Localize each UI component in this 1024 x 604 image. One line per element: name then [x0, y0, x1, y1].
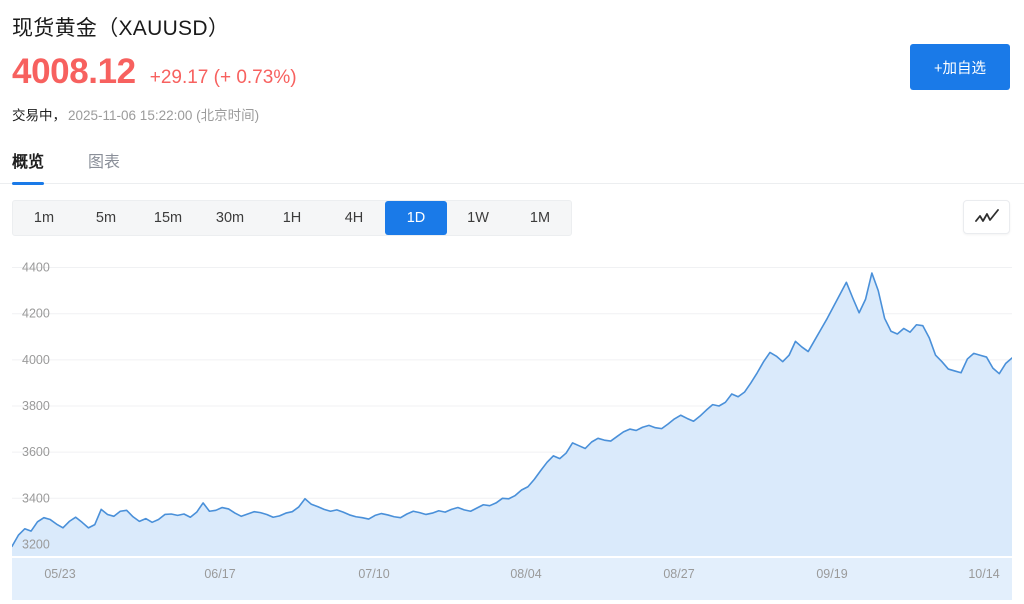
y-axis-tick-label: 3200 — [22, 537, 50, 551]
last-price: 4008.12 — [12, 52, 136, 91]
y-axis-tick-label: 4000 — [22, 353, 50, 367]
timeframe-30m[interactable]: 30m — [215, 210, 245, 226]
tab-bar: 概览 图表 — [0, 148, 1024, 185]
instrument-title: 现货黄金（XAUUSD） — [12, 17, 230, 40]
x-axis-tick-label: 09/19 — [816, 567, 847, 581]
tab-active-underline — [12, 182, 45, 185]
timeframe-1m-month[interactable]: 1M — [529, 210, 551, 226]
add-to-watchlist-button[interactable]: +加自选 — [910, 44, 1010, 90]
timeframe-4h[interactable]: 4H — [344, 210, 364, 226]
x-axis-tick-label: 07/10 — [358, 567, 389, 581]
x-axis-band — [12, 558, 1012, 600]
market-status-row: 交易中， 2025-11-06 15:22:00 (北京时间) — [12, 104, 259, 124]
y-axis-tick-label: 3600 — [22, 445, 50, 459]
y-axis-tick-label: 3400 — [22, 491, 50, 505]
x-axis-tick-label: 05/23 — [44, 567, 75, 581]
timeframe-1d[interactable]: 1D — [385, 201, 447, 235]
tab-overview-label: 概览 — [12, 154, 45, 171]
price-change: +29.17 (+ 0.73%) — [149, 67, 297, 88]
x-axis-tick-label: 06/17 — [204, 567, 235, 581]
timeframe-15m[interactable]: 15m — [153, 210, 183, 226]
timeframe-1m[interactable]: 1m — [33, 210, 55, 226]
y-axis-ticks: 3200 3400 3600 3800 4000 4200 4400 — [22, 261, 50, 552]
market-status-state: 交易中， — [12, 108, 66, 123]
timeframe-5m[interactable]: 5m — [95, 210, 117, 226]
x-axis-tick-label: 10/14 — [968, 567, 999, 581]
price-line — [12, 272, 1012, 548]
price-chart-svg: 3200 3400 3600 3800 4000 4200 4400 05/23 06/17 0… — [12, 261, 1012, 600]
price-chart[interactable]: 3200 3400 3600 3800 4000 4200 4400 05/23 06/17 0… — [12, 248, 1012, 600]
y-axis-tick-label: 4200 — [22, 307, 50, 321]
tab-overview[interactable]: 概览 — [12, 148, 45, 185]
tab-charts[interactable]: 图表 — [88, 148, 120, 184]
tab-charts-label: 图表 — [88, 154, 121, 171]
timeframe-1h[interactable]: 1H — [282, 210, 302, 226]
market-status-timestamp: 2025-11-06 15:22:00 (北京时间) — [68, 108, 260, 123]
price-row: 4008.12 +29.17 (+ 0.73%) — [12, 52, 297, 92]
y-axis-tick-label: 4400 — [22, 261, 50, 275]
x-axis-tick-label: 08/04 — [510, 567, 541, 581]
y-axis-tick-label: 3800 — [22, 399, 50, 413]
x-axis-tick-label: 08/27 — [663, 567, 694, 581]
price-area — [12, 273, 1012, 556]
timeframe-selector: 1m 5m 15m 30m 1H 4H 1D 1W 1M — [12, 200, 572, 236]
timeframe-1w[interactable]: 1W — [467, 210, 489, 226]
chart-type-button[interactable] — [963, 200, 1010, 234]
line-chart-icon — [974, 209, 999, 222]
